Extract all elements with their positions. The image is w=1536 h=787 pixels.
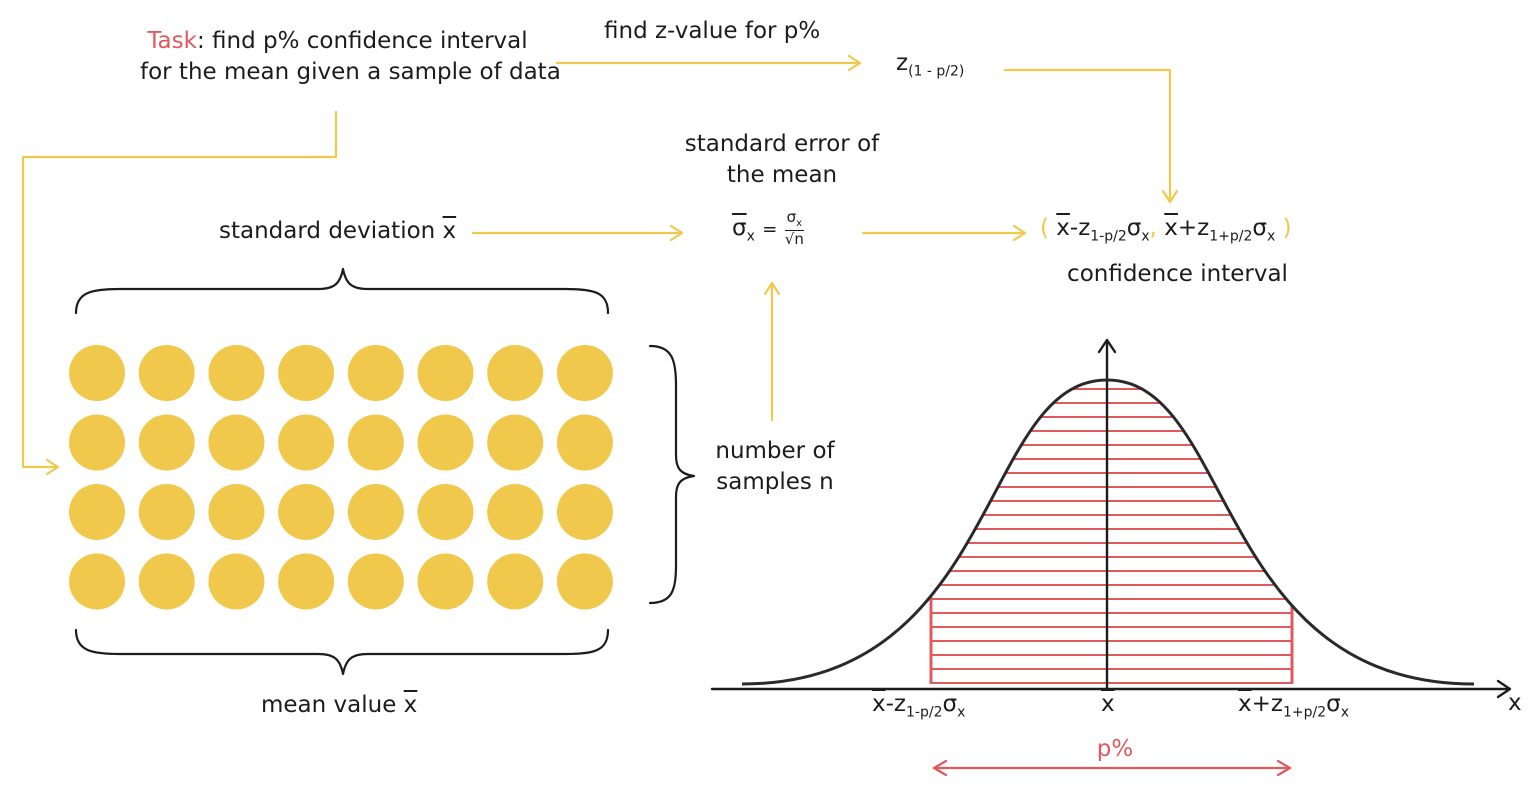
arrow-right-icon [21, 110, 338, 469]
task-line2: for the mean given a sample of data [140, 59, 561, 86]
std-error-title: standard error of the mean [684, 131, 880, 189]
sample-dot [208, 484, 265, 540]
p-percent-label: p% [1096, 736, 1134, 762]
num-samples-label: number of samples n [715, 438, 835, 496]
sample-dot [138, 484, 195, 540]
sample-dot [208, 553, 265, 610]
std-error-fraction: σx √n [784, 208, 805, 248]
sample-dot [487, 414, 544, 471]
sample-dot [487, 345, 544, 401]
sample-dot [347, 414, 404, 471]
sample-dot [138, 345, 195, 401]
sample-dot [278, 553, 335, 610]
task-text: Task: find p% confidence interval for th… [140, 26, 561, 88]
z-value: z(1 - p/2) [896, 50, 965, 80]
task-line1: : find p% confidence interval [196, 28, 528, 54]
sample-dot [487, 484, 544, 540]
std-dev-label: standard deviation x [219, 218, 457, 244]
sample-dot [278, 414, 335, 471]
sample-dot [417, 553, 474, 610]
sample-dot [556, 553, 613, 610]
sample-dot [556, 414, 613, 471]
sample-dot [278, 484, 335, 540]
curly-brace-icon [74, 628, 610, 676]
sample-dot [69, 553, 125, 610]
sample-dot [556, 345, 613, 401]
x-axis-label: x [1508, 690, 1522, 716]
sample-dot [487, 553, 544, 610]
sample-dot [417, 484, 474, 540]
ci-label: confidence interval [1067, 261, 1288, 287]
sample-dot [556, 484, 613, 540]
curly-brace-icon [648, 344, 696, 605]
axis-lower-label: x-z1-p/2σx [872, 691, 966, 721]
sample-dot [208, 345, 265, 401]
sample-dot [69, 484, 125, 540]
sample-dot [417, 345, 474, 401]
sample-dot [138, 553, 195, 610]
sample-dot [347, 345, 404, 401]
sample-dot [138, 414, 195, 471]
sample-dot [69, 345, 125, 401]
sample-dot [69, 414, 125, 471]
axis-upper-label: x+z1+p/2σx [1238, 691, 1350, 721]
curly-brace-icon [74, 267, 610, 315]
confidence-region [929, 388, 1294, 684]
std-error-formula: σx = σx √n [732, 208, 805, 248]
ci-formula: ( x-z1-p/2σx, x+z1+p/2σx ) [1040, 215, 1292, 245]
sample-dot [208, 414, 265, 471]
arrow-down-icon [1003, 68, 1172, 204]
task-prefix: Task [147, 28, 197, 54]
sample-dot [417, 414, 474, 471]
find-z-label: find z-value for p% [604, 18, 821, 44]
sample-dot [347, 484, 404, 540]
sample-dots [69, 345, 613, 610]
axis-center-label: x [1101, 691, 1115, 717]
sample-dot [278, 345, 335, 401]
sample-dot [347, 553, 404, 610]
bell-curve [741, 378, 1475, 686]
mean-value-label: mean value x [261, 692, 418, 718]
